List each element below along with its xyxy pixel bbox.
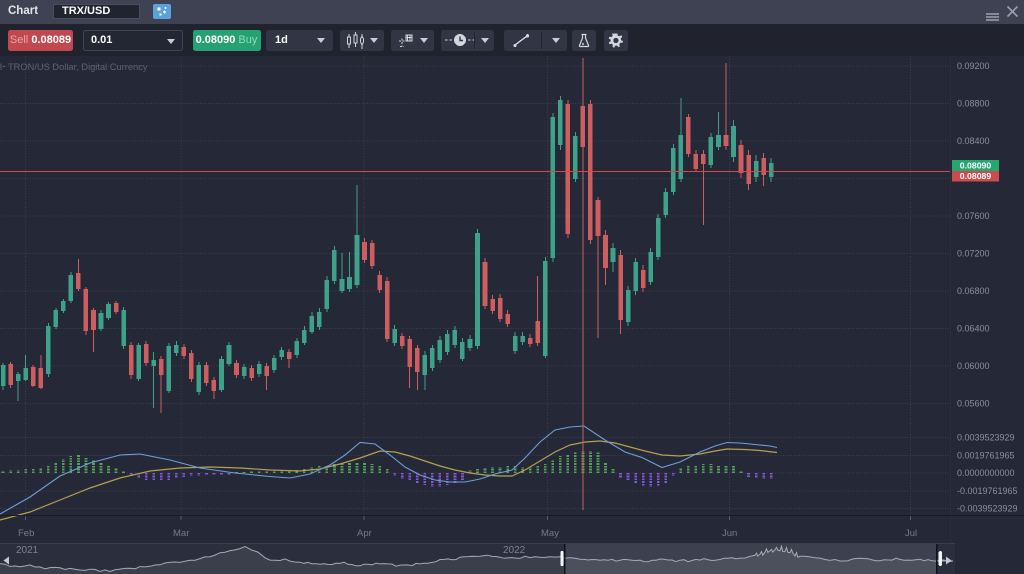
- svg-text:Jun: Jun: [722, 528, 737, 539]
- svg-text:0.08089: 0.08089: [960, 171, 992, 181]
- svg-text:0.07200: 0.07200: [957, 249, 990, 259]
- svg-text:0.0039523929: 0.0039523929: [957, 433, 1015, 443]
- svg-text:0.05600: 0.05600: [957, 399, 990, 409]
- svg-text:0.08400: 0.08400: [957, 136, 990, 146]
- svg-text:0.0000000000: 0.0000000000: [957, 468, 1015, 478]
- svg-text:-0.0039523929: -0.0039523929: [957, 504, 1018, 514]
- svg-text:Mar: Mar: [173, 528, 189, 539]
- svg-text:0.06400: 0.06400: [957, 324, 990, 334]
- svg-text:2021: 2021: [16, 545, 39, 556]
- svg-text:Apr: Apr: [357, 528, 372, 539]
- svg-text:0.08800: 0.08800: [957, 99, 990, 109]
- svg-text:2022: 2022: [503, 545, 526, 556]
- svg-text:0.06800: 0.06800: [957, 286, 990, 296]
- svg-text:TRON/US Dollar, Digital Curren: TRON/US Dollar, Digital Currency: [8, 62, 148, 72]
- svg-text:-0.0019761965: -0.0019761965: [957, 486, 1018, 496]
- svg-text:0.07600: 0.07600: [957, 211, 990, 221]
- svg-text:0.09200: 0.09200: [957, 61, 990, 71]
- svg-text:0.06000: 0.06000: [957, 361, 990, 371]
- svg-text:May: May: [541, 528, 559, 539]
- svg-text:Feb: Feb: [18, 528, 34, 539]
- svg-text:Jul: Jul: [905, 528, 917, 539]
- svg-text:0.0019761965: 0.0019761965: [957, 450, 1015, 460]
- svg-text:0.08090: 0.08090: [960, 160, 992, 170]
